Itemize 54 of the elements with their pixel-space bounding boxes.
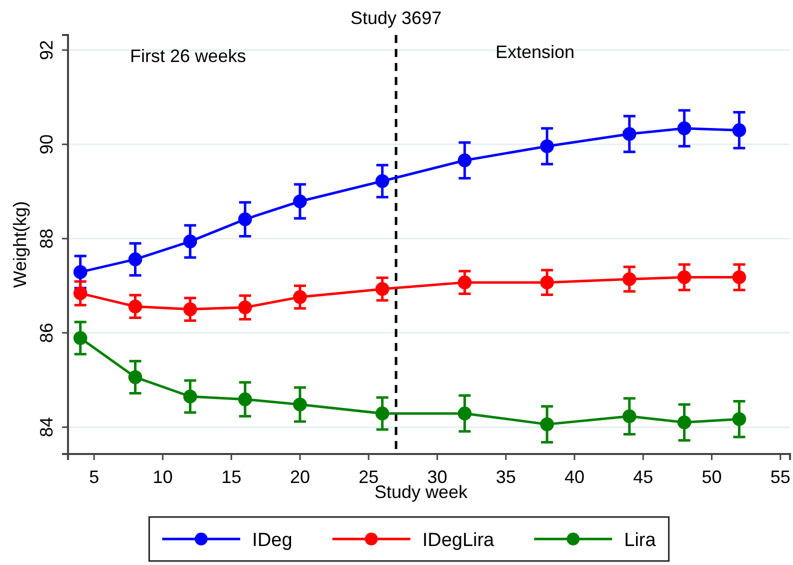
point xyxy=(293,398,307,412)
point xyxy=(540,417,554,432)
point xyxy=(293,290,307,304)
point xyxy=(732,270,746,284)
point xyxy=(677,121,692,136)
point xyxy=(293,194,307,208)
point xyxy=(458,276,472,290)
point xyxy=(238,392,252,406)
point xyxy=(622,409,636,424)
point xyxy=(375,174,390,188)
point xyxy=(73,265,88,279)
y-tick-label: 84 xyxy=(36,417,57,438)
point xyxy=(677,270,692,284)
point xyxy=(677,416,692,430)
x-tick-label: 35 xyxy=(496,466,516,487)
y-axis-title: Weight(kg) xyxy=(10,201,30,288)
point xyxy=(540,139,554,154)
ref-line-label: Study 3697 xyxy=(350,8,442,28)
point xyxy=(375,282,390,296)
x-tick-label: 55 xyxy=(770,466,790,487)
point xyxy=(238,212,252,226)
x-tick-label: 50 xyxy=(702,466,722,487)
point xyxy=(622,127,636,141)
annotation: First 26 weeks xyxy=(130,46,246,66)
legend-label: IDegLira xyxy=(422,530,495,551)
x-tick-label: 40 xyxy=(564,466,585,487)
point xyxy=(375,406,390,420)
point xyxy=(238,300,252,314)
legend-label: IDeg xyxy=(252,530,292,551)
point xyxy=(458,406,472,420)
x-tick-label: 45 xyxy=(633,466,654,487)
x-tick-label: 10 xyxy=(152,466,173,487)
x-tick-label: 20 xyxy=(290,466,310,487)
y-tick-label: 92 xyxy=(36,40,57,60)
annotation: Extension xyxy=(495,42,575,62)
point xyxy=(183,390,198,404)
x-tick-label: 5 xyxy=(89,466,100,487)
point xyxy=(622,272,636,286)
point xyxy=(128,300,142,314)
point xyxy=(183,234,198,248)
point xyxy=(73,331,88,345)
point xyxy=(183,302,198,316)
x-tick-label: 15 xyxy=(221,466,242,487)
point xyxy=(128,252,142,266)
y-tick-label: 86 xyxy=(36,322,57,343)
point xyxy=(73,286,88,300)
point xyxy=(458,153,472,168)
point xyxy=(128,370,142,384)
y-tick-label: 90 xyxy=(36,134,57,154)
point xyxy=(732,412,746,426)
y-tick-label: 88 xyxy=(36,228,57,249)
point xyxy=(540,276,554,290)
point xyxy=(732,123,746,138)
legend-label: Lira xyxy=(624,530,656,551)
